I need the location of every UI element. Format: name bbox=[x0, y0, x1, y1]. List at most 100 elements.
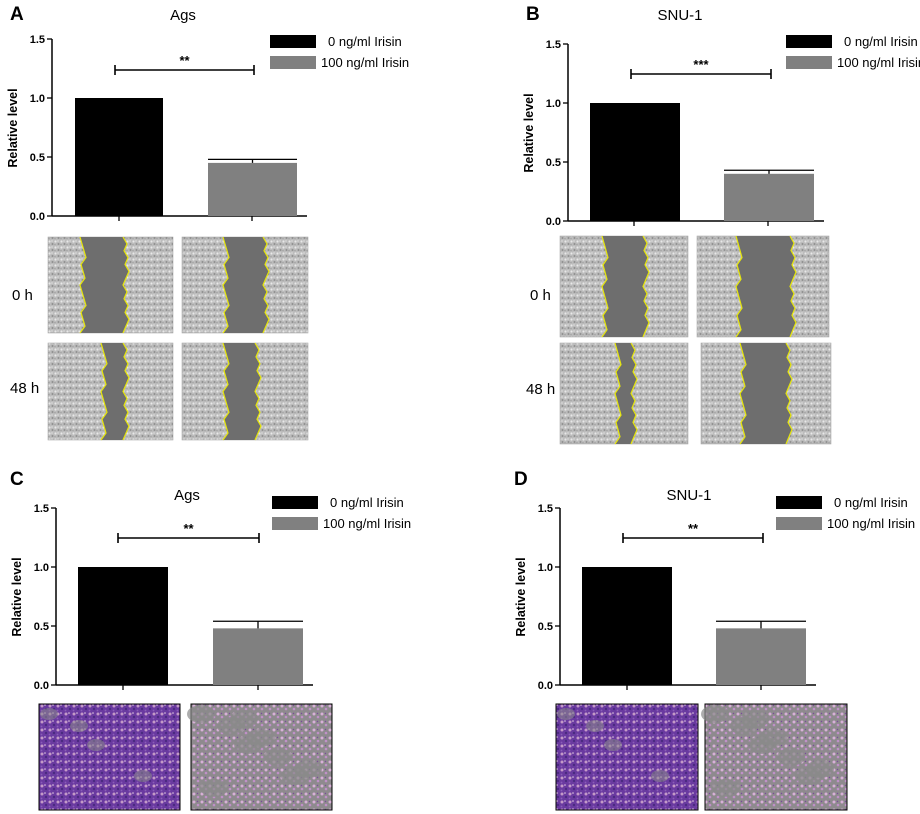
wound-healing-images-b: 0 h 48 h bbox=[526, 235, 832, 445]
legend-label-treated: 100 ng/ml Irisin bbox=[321, 55, 409, 70]
y-tick-label: 1.5 bbox=[34, 503, 49, 515]
y-tick-label: 1.0 bbox=[538, 562, 553, 574]
background-patch bbox=[741, 710, 769, 728]
background-patch bbox=[87, 739, 105, 751]
scratch-gap bbox=[615, 343, 637, 444]
bar-treated bbox=[208, 162, 297, 216]
scratch-edge-left bbox=[739, 342, 747, 445]
background-patch bbox=[586, 720, 604, 732]
wound-healing-images-a: 0 h 48 h bbox=[10, 236, 309, 441]
micrograph-a-48h-treated bbox=[181, 342, 309, 441]
legend-swatch-control bbox=[270, 35, 316, 48]
panel-letter: D bbox=[514, 469, 528, 490]
panel-a: A Ags Relative level 0.0 0.5 1.0 1.5 ** 0 ng/ml … bbox=[6, 4, 409, 223]
y-axis-label: Relative level bbox=[10, 557, 24, 636]
y-tick-label: 0.5 bbox=[34, 621, 49, 633]
scratch-edge-left bbox=[79, 236, 87, 334]
scratch-edge-left bbox=[222, 236, 230, 334]
y-tick-label: 0.0 bbox=[30, 211, 45, 223]
transwell-images-d bbox=[555, 703, 848, 811]
scratch-edge-left bbox=[601, 235, 609, 338]
legend-label-treated: 100 ng/ml Irisin bbox=[837, 55, 920, 70]
chart-title: SNU-1 bbox=[657, 7, 702, 24]
background-patch bbox=[264, 748, 292, 766]
panel-c: C Ags Relative level 0.0 0.5 1.0 1.5 ** 0 ng/ml … bbox=[10, 469, 411, 692]
scratch-gap bbox=[223, 343, 261, 440]
scratch-edge-left bbox=[735, 235, 743, 338]
y-tick-label: 1.0 bbox=[30, 93, 45, 105]
y-tick-label: 0.0 bbox=[538, 680, 553, 692]
significance-label: ** bbox=[183, 521, 194, 536]
legend-label-control: 0 ng/ml Irisin bbox=[834, 495, 908, 510]
bar-treated bbox=[716, 628, 806, 685]
bar-control bbox=[75, 98, 163, 216]
legend-swatch-treated bbox=[270, 56, 316, 69]
panel-d: D SNU-1 Relative level 0.0 0.5 1.0 1.5 ** 0 ng/m… bbox=[514, 469, 915, 692]
significance-label: *** bbox=[693, 57, 709, 72]
scratch-gap bbox=[740, 343, 792, 444]
time-label-0h: 0 h bbox=[12, 287, 33, 304]
stain-c-treated bbox=[187, 703, 333, 811]
micrograph-b-48h-treated bbox=[700, 342, 832, 445]
y-tick-label: 1.0 bbox=[546, 98, 561, 110]
scratch-edge-right bbox=[262, 236, 270, 334]
background-patch bbox=[712, 779, 740, 797]
legend-label-treated: 100 ng/ml Irisin bbox=[323, 516, 411, 531]
y-tick-label: 0.5 bbox=[546, 157, 561, 169]
scratch-edge-right bbox=[785, 342, 793, 445]
y-tick-label: 0.0 bbox=[34, 680, 49, 692]
panel-b: B SNU-1 Relative level 0.0 0.5 1.0 1.5 *** 0 ng/… bbox=[522, 4, 920, 228]
time-label-48h: 48 h bbox=[10, 380, 39, 397]
y-axis-label: Relative level bbox=[522, 93, 536, 172]
micrograph-a-48h-control bbox=[47, 342, 174, 441]
stain-d-treated bbox=[701, 703, 848, 811]
scratch-edge-left bbox=[100, 342, 108, 441]
y-tick-label: 1.0 bbox=[34, 562, 49, 574]
background-patch bbox=[557, 708, 575, 720]
time-label-0h: 0 h bbox=[530, 287, 551, 304]
y-tick-label: 1.5 bbox=[546, 39, 561, 51]
bar-treated bbox=[724, 173, 814, 221]
chart-title: SNU-1 bbox=[666, 487, 711, 504]
background-patch bbox=[651, 770, 669, 782]
background-patch bbox=[701, 705, 729, 723]
background-patch bbox=[230, 710, 258, 728]
background-patch bbox=[759, 729, 787, 747]
background-patch bbox=[134, 770, 152, 782]
scratch-gap bbox=[223, 237, 269, 333]
background-patch bbox=[247, 729, 275, 747]
scratch-edge-left bbox=[614, 342, 622, 445]
chart-title: Ags bbox=[174, 487, 200, 504]
background-patch bbox=[40, 708, 58, 720]
background-patch bbox=[294, 760, 322, 778]
legend-label-control: 0 ng/ml Irisin bbox=[844, 34, 918, 49]
scratch-edge-left bbox=[222, 342, 230, 441]
micrograph-a-0h-treated bbox=[181, 236, 309, 334]
bar-treated bbox=[213, 628, 303, 685]
bar-control bbox=[590, 103, 680, 221]
y-tick-label: 0.5 bbox=[538, 621, 553, 633]
background-patch bbox=[200, 779, 228, 797]
micrograph-a-0h-control bbox=[47, 236, 174, 334]
y-tick-label: 0.5 bbox=[30, 152, 45, 164]
background-patch bbox=[777, 748, 805, 766]
legend-swatch-treated bbox=[776, 517, 822, 530]
legend-swatch-control bbox=[272, 496, 318, 509]
bar-control bbox=[78, 567, 168, 685]
legend-label-control: 0 ng/ml Irisin bbox=[330, 495, 404, 510]
bar-control bbox=[582, 567, 672, 685]
significance-label: ** bbox=[179, 53, 190, 68]
scratch-edge-right bbox=[630, 342, 638, 445]
legend-label-control: 0 ng/ml Irisin bbox=[328, 34, 402, 49]
y-axis-label: Relative level bbox=[514, 557, 528, 636]
legend-swatch-control bbox=[776, 496, 822, 509]
legend-swatch-treated bbox=[272, 517, 318, 530]
background-patch bbox=[70, 720, 88, 732]
panel-letter: B bbox=[526, 4, 540, 25]
micrograph-b-48h-control bbox=[559, 342, 689, 445]
scratch-gap bbox=[101, 343, 129, 440]
background-patch bbox=[806, 760, 834, 778]
scratch-edge-right bbox=[642, 235, 650, 338]
scratch-edge-right bbox=[254, 342, 262, 441]
